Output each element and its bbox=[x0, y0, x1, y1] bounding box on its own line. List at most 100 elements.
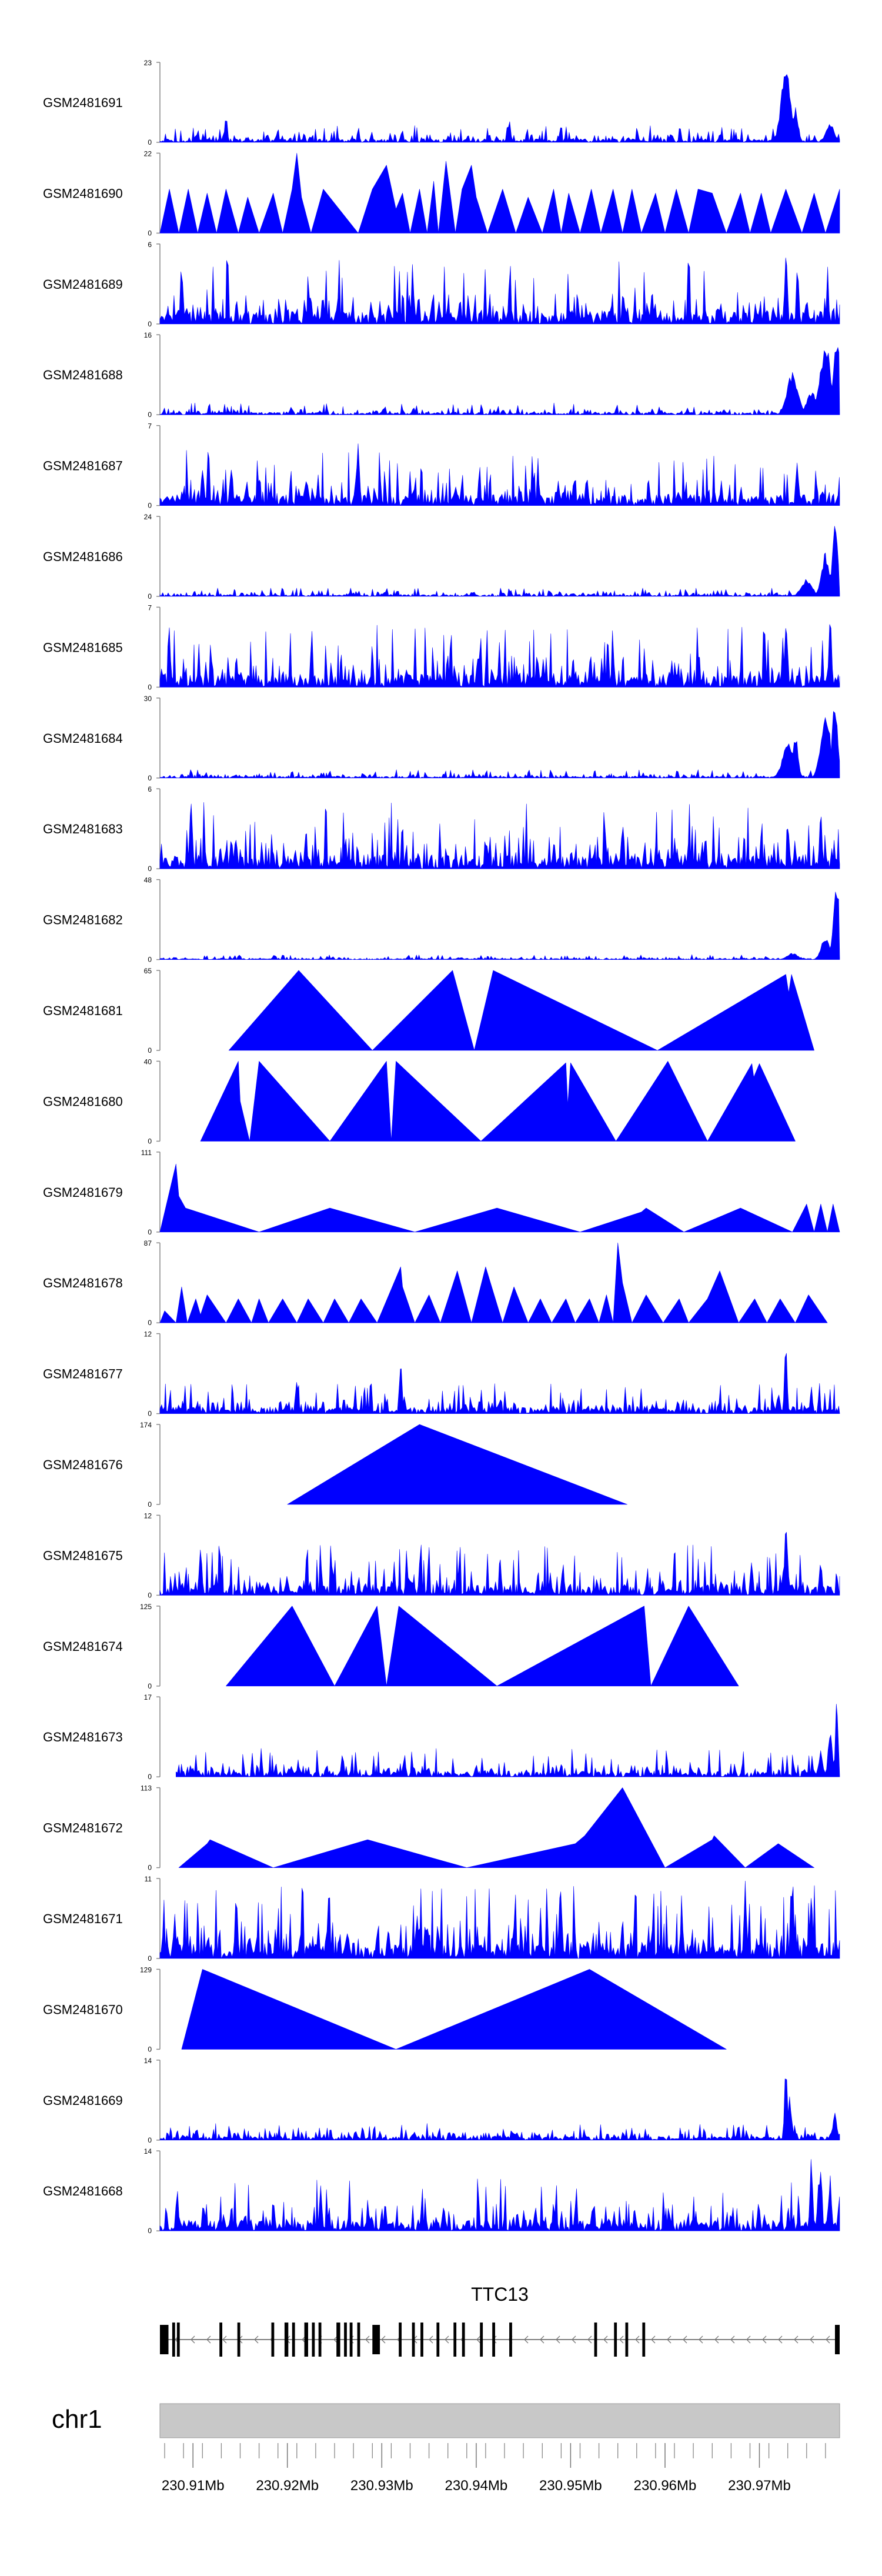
strand-arrow bbox=[445, 2335, 449, 2344]
y-max-label: 7 bbox=[148, 603, 152, 612]
y-max-label: 17 bbox=[144, 1693, 152, 1701]
axis-tick-label: 230.97Mb bbox=[728, 2478, 791, 2494]
y-min-label: 0 bbox=[148, 229, 152, 237]
track-GSM2481668: GSM2481668 14 0 bbox=[43, 2147, 840, 2235]
track-label: GSM2481690 bbox=[43, 186, 123, 201]
strand-arrow bbox=[572, 2335, 576, 2344]
coverage-area bbox=[287, 1424, 627, 1505]
y-min-label: 0 bbox=[148, 1864, 152, 1872]
gene-exon bbox=[436, 2323, 440, 2357]
strand-arrow bbox=[524, 2335, 529, 2344]
axis-tick-label: 230.91Mb bbox=[162, 2478, 225, 2494]
track-label: GSM2481671 bbox=[43, 1911, 123, 1926]
gene-exon bbox=[336, 2323, 340, 2357]
track-label: GSM2481691 bbox=[43, 95, 123, 110]
track-label: GSM2481686 bbox=[43, 549, 123, 564]
y-max-label: 48 bbox=[144, 876, 152, 885]
gene-exon bbox=[835, 2325, 840, 2354]
gene-body bbox=[160, 2323, 840, 2357]
coverage-area bbox=[159, 443, 840, 506]
y-max-label: 23 bbox=[144, 59, 152, 67]
gene-exon bbox=[614, 2323, 617, 2357]
coverage-area bbox=[159, 802, 840, 869]
strand-arrow bbox=[810, 2335, 814, 2344]
y-max-label: 14 bbox=[144, 2147, 152, 2155]
strand-arrow bbox=[746, 2335, 751, 2344]
y-min-label: 0 bbox=[148, 1228, 152, 1236]
gene-exon bbox=[453, 2323, 457, 2357]
strand-arrow bbox=[206, 2335, 211, 2344]
strand-arrow bbox=[429, 2335, 433, 2344]
coverage-area bbox=[159, 1353, 840, 1414]
track-label: GSM2481681 bbox=[43, 1003, 123, 1018]
track-GSM2481672: GSM2481672 113 0 bbox=[43, 1784, 814, 1872]
track-label: GSM2481687 bbox=[43, 459, 123, 473]
strand-arrow bbox=[222, 2335, 227, 2344]
track-label: GSM2481678 bbox=[43, 1276, 123, 1290]
track-GSM2481681: GSM2481681 65 0 bbox=[43, 967, 814, 1055]
strand-arrow bbox=[476, 2335, 481, 2344]
track-label: GSM2481685 bbox=[43, 640, 123, 655]
coverage-area bbox=[200, 1061, 796, 1142]
track-GSM2481678: GSM2481678 87 0 bbox=[43, 1239, 828, 1327]
track-GSM2481689: GSM2481689 6 0 bbox=[43, 241, 840, 328]
track-label: GSM2481683 bbox=[43, 822, 123, 836]
y-max-label: 24 bbox=[144, 513, 152, 521]
y-min-label: 0 bbox=[148, 411, 152, 419]
gene-exon bbox=[312, 2323, 315, 2357]
track-GSM2481690: GSM2481690 22 0 bbox=[43, 149, 840, 237]
y-max-label: 113 bbox=[141, 1784, 152, 1793]
axis-tick-label: 230.93Mb bbox=[350, 2478, 413, 2494]
gene-model-track: TTC13 bbox=[160, 2284, 840, 2357]
coverage-area bbox=[159, 2159, 840, 2231]
coverage-area bbox=[178, 1787, 814, 1868]
strand-arrow bbox=[794, 2335, 799, 2344]
track-label: GSM2481689 bbox=[43, 277, 123, 292]
y-max-label: 174 bbox=[140, 1421, 152, 1429]
track-label: GSM2481675 bbox=[43, 1548, 123, 1563]
coverage-area bbox=[159, 526, 840, 597]
track-GSM2481676: GSM2481676 174 0 bbox=[43, 1421, 627, 1509]
track-GSM2481680: GSM2481680 40 0 bbox=[43, 1057, 796, 1145]
chromosome-axis: chr1 230.91Mb 230.92Mb 230.93Mb 230.94Mb 230… bbox=[52, 2403, 840, 2494]
strand-arrow bbox=[603, 2335, 608, 2344]
axis-ticks: 230.91Mb 230.92Mb 230.93Mb 230.94Mb 230.95Mb… bbox=[162, 2443, 826, 2494]
y-max-label: 111 bbox=[141, 1149, 152, 1157]
gene-exon bbox=[219, 2323, 222, 2357]
track-label: GSM2481672 bbox=[43, 1821, 123, 1836]
y-min-label: 0 bbox=[148, 138, 152, 146]
y-max-label: 12 bbox=[144, 1511, 152, 1520]
gene-exon bbox=[480, 2323, 483, 2357]
track-GSM2481685: GSM2481685 7 0 bbox=[43, 603, 840, 691]
coverage-area bbox=[181, 1969, 727, 2050]
strand-arrow bbox=[254, 2335, 259, 2344]
strand-arrow bbox=[635, 2335, 640, 2344]
y-max-label: 22 bbox=[144, 149, 152, 158]
gene-exon bbox=[462, 2323, 465, 2357]
track-label: GSM2481674 bbox=[43, 1639, 123, 1654]
y-max-label: 6 bbox=[148, 785, 152, 793]
y-max-label: 7 bbox=[148, 422, 152, 431]
y-max-label: 30 bbox=[144, 695, 152, 703]
track-GSM2481687: GSM2481687 7 0 bbox=[43, 422, 840, 510]
gene-exon bbox=[172, 2323, 175, 2357]
strand-arrow bbox=[683, 2335, 687, 2344]
coverage-area bbox=[159, 1163, 840, 1233]
y-min-label: 0 bbox=[148, 1682, 152, 1690]
track-GSM2481688: GSM2481688 16 0 bbox=[43, 331, 840, 419]
gene-exon bbox=[304, 2323, 308, 2357]
y-max-label: 65 bbox=[144, 967, 152, 975]
coverage-area bbox=[159, 1881, 840, 1959]
coverage-area bbox=[159, 258, 840, 325]
gene-exon bbox=[420, 2323, 423, 2357]
gene-exon bbox=[318, 2323, 322, 2357]
track-GSM2481686: GSM2481686 24 0 bbox=[43, 513, 840, 600]
track-GSM2481670: GSM2481670 129 0 bbox=[43, 1966, 727, 2053]
strand-arrow bbox=[556, 2335, 560, 2344]
strand-arrow bbox=[191, 2335, 195, 2344]
track-label: GSM2481676 bbox=[43, 1457, 123, 1472]
coverage-area bbox=[159, 153, 840, 233]
gene-exon bbox=[349, 2323, 353, 2357]
coverage-area bbox=[159, 892, 840, 960]
axis-tick-label: 230.94Mb bbox=[445, 2478, 508, 2494]
